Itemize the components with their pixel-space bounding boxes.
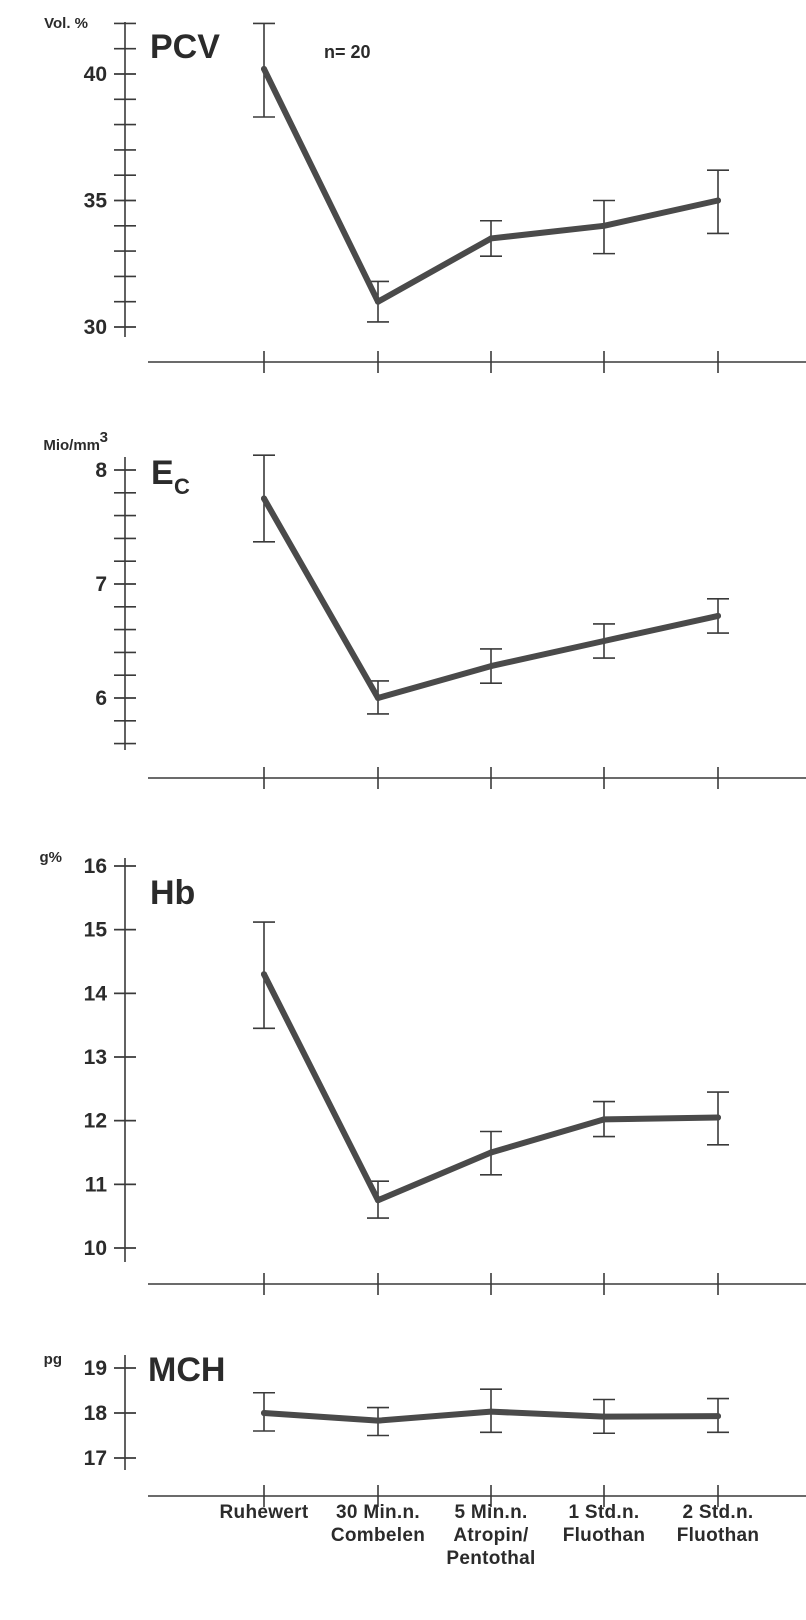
y-tick-label: 11 — [85, 1173, 108, 1196]
x-category-label: Pentothal — [446, 1548, 535, 1569]
data-point — [715, 612, 721, 619]
data-point — [375, 695, 381, 701]
x-category-label: 30 Min.n. — [336, 1502, 420, 1523]
y-tick-label: 14 — [84, 982, 108, 1005]
data-point — [488, 1408, 494, 1415]
y-tick-label: 15 — [84, 919, 108, 942]
data-point — [488, 235, 494, 242]
data-point — [375, 1417, 381, 1424]
panel-title: PCV — [150, 28, 220, 66]
y-tick-label: 12 — [84, 1110, 107, 1133]
x-category-label: Combelen — [331, 1525, 425, 1546]
data-point — [715, 1114, 721, 1121]
data-point — [715, 197, 721, 204]
x-category-label: 2 Std.n. — [682, 1502, 753, 1523]
x-category-label: 5 Min.n. — [454, 1502, 527, 1523]
panel-title: E — [151, 454, 174, 492]
x-category-label: Fluothan — [563, 1525, 646, 1546]
data-point — [488, 1149, 494, 1156]
y-unit-superscript: 3 — [100, 429, 108, 446]
data-point — [261, 971, 267, 978]
y-unit-label: pg — [44, 1351, 62, 1368]
x-category-label: 1 Std.n. — [568, 1502, 639, 1523]
panel-title-subscript: C — [174, 474, 190, 499]
y-unit-label: Mio/mm — [43, 437, 100, 454]
data-point — [261, 495, 267, 502]
x-category-label: Fluothan — [677, 1525, 760, 1546]
sample-size-annotation: n= 20 — [324, 42, 371, 62]
x-category-label: Atropin/ — [453, 1525, 529, 1546]
data-point — [375, 1197, 381, 1204]
y-tick-label: 7 — [95, 573, 107, 596]
data-point — [601, 222, 607, 229]
panel-title: MCH — [148, 1351, 225, 1389]
data-point — [601, 1413, 607, 1420]
y-tick-label: 6 — [95, 687, 107, 710]
data-point — [601, 1116, 607, 1123]
y-unit-label: Vol. % — [44, 15, 88, 32]
y-unit-label: g% — [40, 849, 63, 866]
data-point — [261, 65, 267, 72]
y-tick-label: 30 — [84, 316, 107, 339]
data-point — [488, 663, 494, 670]
y-tick-label: 18 — [84, 1402, 108, 1425]
y-tick-label: 8 — [95, 459, 107, 482]
data-point — [715, 1413, 721, 1420]
data-point — [601, 638, 607, 644]
panel-title: Hb — [150, 874, 195, 912]
y-tick-label: 19 — [84, 1357, 107, 1380]
y-tick-label: 10 — [84, 1237, 107, 1260]
y-tick-label: 13 — [84, 1046, 107, 1069]
x-category-label: Ruhewert — [220, 1502, 309, 1523]
y-tick-label: 17 — [84, 1447, 107, 1470]
data-point — [261, 1410, 267, 1416]
y-tick-label: 35 — [84, 190, 108, 213]
y-tick-label: 16 — [84, 855, 107, 878]
y-tick-label: 40 — [84, 63, 107, 86]
series-line — [261, 65, 721, 305]
data-point — [375, 298, 381, 305]
